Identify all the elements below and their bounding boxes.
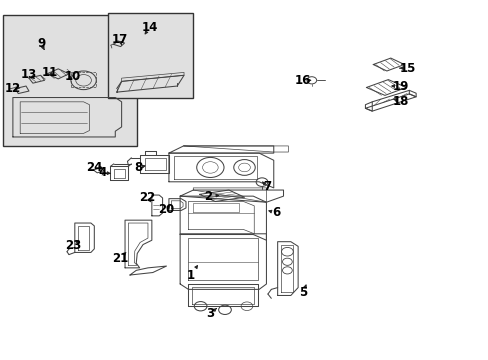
Text: 21: 21: [112, 252, 128, 265]
Text: 14: 14: [141, 21, 157, 34]
Text: 15: 15: [399, 62, 415, 75]
Text: 7: 7: [263, 180, 271, 193]
Text: 24: 24: [86, 161, 102, 174]
FancyBboxPatch shape: [108, 13, 193, 98]
Text: 13: 13: [21, 68, 37, 81]
Text: 11: 11: [41, 66, 58, 79]
Text: 3: 3: [206, 307, 214, 320]
Text: 19: 19: [391, 80, 408, 93]
Text: 9: 9: [37, 37, 45, 50]
Text: 5: 5: [298, 287, 306, 300]
Text: 16: 16: [294, 74, 310, 87]
Text: 1: 1: [186, 269, 195, 282]
Text: 22: 22: [139, 191, 155, 204]
Text: 2: 2: [203, 190, 212, 203]
Text: 23: 23: [64, 239, 81, 252]
Text: 20: 20: [158, 203, 174, 216]
Text: 12: 12: [4, 82, 20, 95]
Text: 18: 18: [391, 95, 408, 108]
Text: 8: 8: [134, 161, 142, 174]
Text: 4: 4: [98, 166, 106, 179]
Text: 10: 10: [64, 69, 81, 82]
Text: 17: 17: [112, 33, 128, 46]
FancyBboxPatch shape: [3, 15, 137, 146]
Text: 6: 6: [271, 207, 280, 220]
